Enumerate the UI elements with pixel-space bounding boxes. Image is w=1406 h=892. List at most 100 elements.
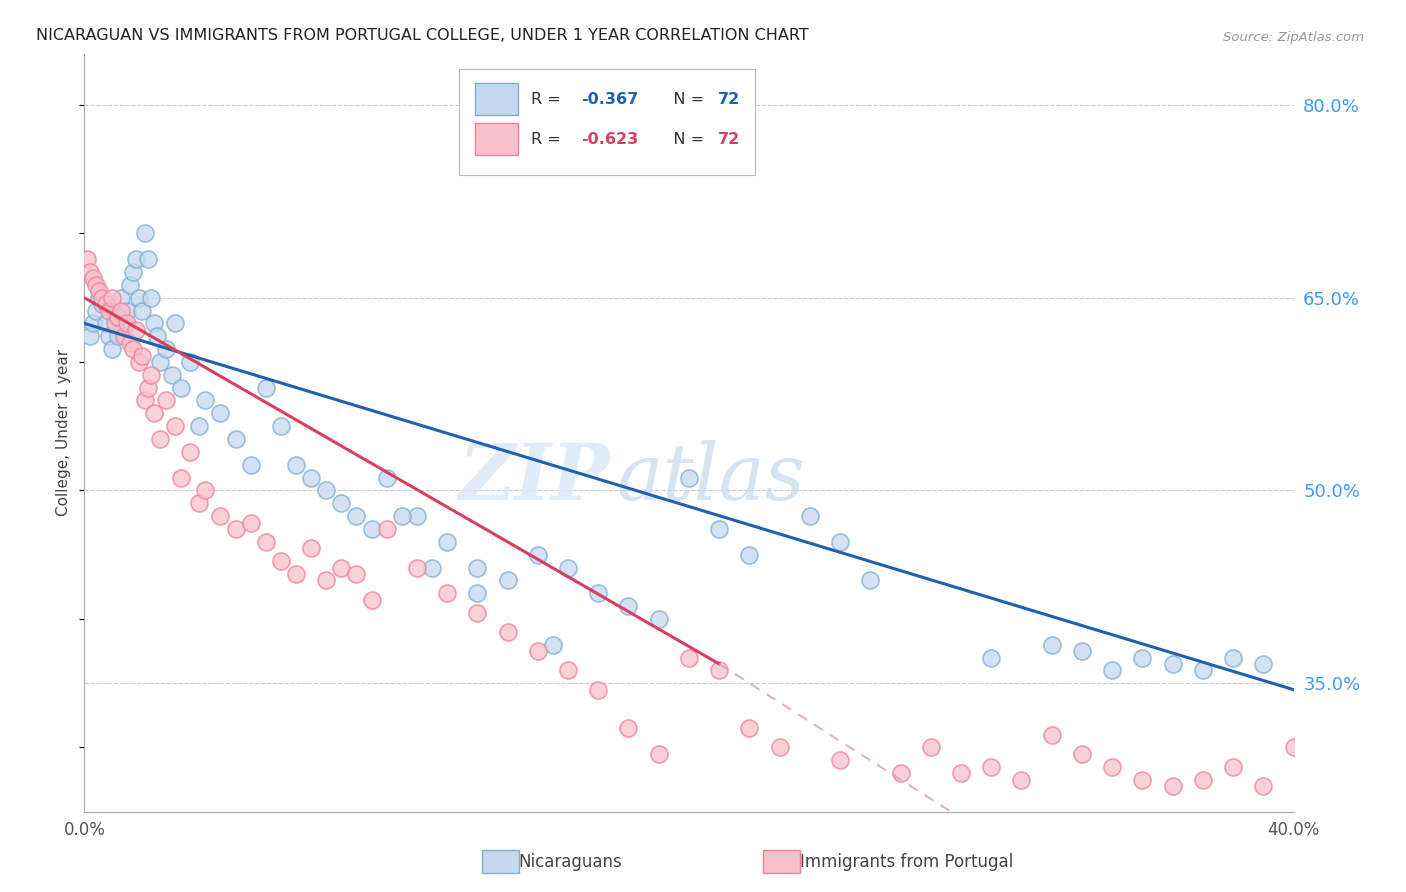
Point xyxy=(270,554,292,568)
Point xyxy=(830,534,852,549)
Point xyxy=(112,329,135,343)
Point xyxy=(1161,779,1184,793)
Point xyxy=(100,291,122,305)
Point xyxy=(89,291,111,305)
Point xyxy=(1101,664,1123,678)
Point xyxy=(406,509,429,524)
Point xyxy=(128,355,150,369)
Point xyxy=(118,335,141,350)
Point xyxy=(859,574,882,588)
Point xyxy=(709,664,731,678)
Text: N =: N = xyxy=(658,92,709,106)
Point xyxy=(131,303,153,318)
Point xyxy=(330,496,353,510)
Point xyxy=(830,753,852,767)
Point xyxy=(1132,650,1154,665)
Point xyxy=(1222,760,1244,774)
Point xyxy=(360,522,382,536)
Text: N =: N = xyxy=(658,132,709,146)
Point xyxy=(467,586,489,600)
Point xyxy=(436,534,458,549)
Point xyxy=(557,664,579,678)
Point xyxy=(360,592,382,607)
Point xyxy=(1071,747,1094,761)
Point xyxy=(110,303,132,318)
Point xyxy=(254,534,277,549)
Point xyxy=(97,329,120,343)
Point xyxy=(375,522,398,536)
Point xyxy=(270,419,292,434)
Point xyxy=(115,303,138,318)
Point xyxy=(1192,664,1215,678)
Text: R =: R = xyxy=(530,132,565,146)
Point xyxy=(97,303,120,318)
Point xyxy=(128,291,150,305)
Point xyxy=(920,740,942,755)
Point xyxy=(188,419,211,434)
Point xyxy=(155,393,177,408)
Point xyxy=(1040,728,1063,742)
Point xyxy=(738,548,761,562)
FancyBboxPatch shape xyxy=(475,123,519,155)
Point xyxy=(346,509,368,524)
FancyBboxPatch shape xyxy=(475,83,519,115)
Point xyxy=(527,548,550,562)
Point xyxy=(890,766,912,780)
Point xyxy=(648,612,671,626)
Point xyxy=(315,483,337,498)
Point xyxy=(420,560,443,574)
Point xyxy=(285,458,308,472)
Text: Nicaraguans: Nicaraguans xyxy=(519,853,623,871)
Text: 72: 72 xyxy=(718,92,740,106)
Point xyxy=(588,682,610,697)
Point xyxy=(112,317,135,331)
Point xyxy=(131,349,153,363)
Point xyxy=(82,271,104,285)
Point xyxy=(194,483,217,498)
Point xyxy=(225,432,247,446)
Point xyxy=(170,381,193,395)
Point xyxy=(527,644,550,658)
Point xyxy=(89,285,111,299)
Point xyxy=(541,638,564,652)
Point xyxy=(209,406,232,420)
Point xyxy=(1313,728,1336,742)
Point xyxy=(799,509,821,524)
Point xyxy=(467,606,489,620)
Text: -0.623: -0.623 xyxy=(581,132,638,146)
Point xyxy=(79,265,101,279)
Point xyxy=(136,381,159,395)
Point xyxy=(496,624,519,639)
Point xyxy=(496,574,519,588)
Point xyxy=(115,317,138,331)
Point xyxy=(107,310,129,324)
Point xyxy=(160,368,183,382)
Point xyxy=(1253,779,1275,793)
Y-axis label: College, Under 1 year: College, Under 1 year xyxy=(56,349,72,516)
Point xyxy=(330,560,353,574)
Point xyxy=(91,291,114,305)
Text: 72: 72 xyxy=(718,132,740,146)
Point xyxy=(165,317,187,331)
Point xyxy=(107,329,129,343)
Point xyxy=(209,509,232,524)
Point xyxy=(125,323,148,337)
Point xyxy=(188,496,211,510)
Point xyxy=(391,509,413,524)
Point xyxy=(136,252,159,267)
Point xyxy=(155,342,177,356)
Point xyxy=(94,317,117,331)
Point xyxy=(134,227,156,241)
Point xyxy=(769,740,792,755)
Point xyxy=(588,586,610,600)
Point xyxy=(149,355,172,369)
Point xyxy=(299,541,322,556)
Text: atlas: atlas xyxy=(616,440,806,516)
Point xyxy=(617,721,640,735)
Point xyxy=(125,252,148,267)
Point xyxy=(648,747,671,761)
Point xyxy=(1343,714,1365,729)
Point xyxy=(239,516,262,530)
Point xyxy=(1222,650,1244,665)
Point xyxy=(76,252,98,267)
